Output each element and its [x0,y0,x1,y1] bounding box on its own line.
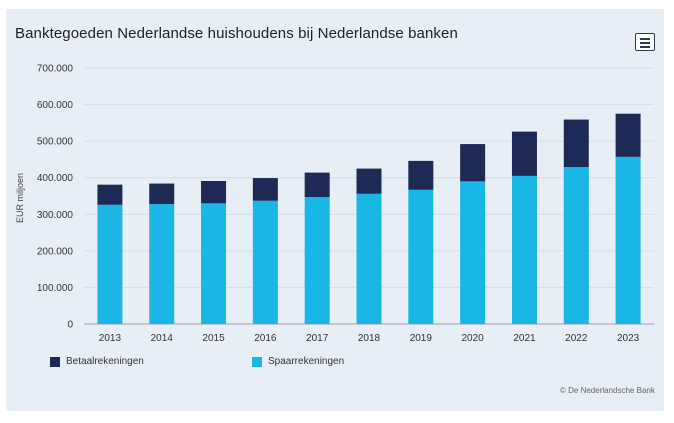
bar-spaarrekeningen-2022[interactable] [563,167,589,324]
bars [97,113,641,324]
y-tick-label: 200.000 [37,246,74,257]
hamburger-menu-icon-line [640,46,650,48]
x-axis-ticks: 2013 2014 2015 2016 2017 2018 2019 2020 2021 2022… [99,333,640,344]
bar-betaalrekeningen-2021[interactable] [511,131,537,176]
bar-spaarrekeningen-2020[interactable] [460,181,486,324]
bar-betaalrekeningen-2020[interactable] [460,144,486,182]
x-tick-label: 2017 [306,333,329,344]
bar-betaalrekeningen-2022[interactable] [563,119,589,168]
x-tick-label: 2018 [358,333,381,344]
hamburger-menu-icon [640,38,650,40]
bar-spaarrekeningen-2018[interactable] [356,193,382,324]
chart-title: Banktegoeden Nederlandse huishoudens bij… [15,25,458,42]
legend-label-betaalrekeningen: Betaalrekeningen [66,356,144,367]
x-tick-label: 2016 [254,333,277,344]
chart-menu-button[interactable] [635,33,655,51]
y-axis-label: EUR miljoen [15,173,25,223]
bar-spaarrekeningen-2013[interactable] [97,204,123,324]
bar-spaarrekeningen-2019[interactable] [408,189,434,324]
hamburger-menu-icon-line [640,42,650,44]
x-tick-label: 2021 [513,333,536,344]
legend-swatch-spaarrekeningen [252,356,262,367]
y-tick-label: 700.000 [37,64,74,75]
chart-credit: © De Nederlandsche Bank [560,386,655,395]
bar-spaarrekeningen-2015[interactable] [201,203,227,324]
x-tick-label: 2022 [565,333,588,344]
legend-item-betaalrekeningen[interactable]: Betaalrekeningen [50,356,144,367]
bar-betaalrekeningen-2013[interactable] [97,184,123,205]
bar-betaalrekeningen-2014[interactable] [149,183,175,205]
y-tick-label: 600.000 [37,100,74,111]
bar-spaarrekeningen-2016[interactable] [252,200,278,324]
y-tick-label: 500.000 [37,137,74,148]
x-tick-label: 2019 [410,333,433,344]
y-axis-ticks: 0 100.000 200.000 300.000 400.000 500.000 600.… [37,64,74,331]
bar-betaalrekeningen-2017[interactable] [304,172,330,198]
bar-spaarrekeningen-2023[interactable] [615,156,641,324]
bar-spaarrekeningen-2021[interactable] [511,175,537,324]
y-tick-label: 0 [67,320,73,331]
x-tick-label: 2015 [202,333,225,344]
bar-spaarrekeningen-2014[interactable] [149,204,175,324]
y-tick-label: 400.000 [37,173,74,184]
y-tick-label: 100.000 [37,283,74,294]
x-tick-label: 2013 [99,333,122,344]
x-tick-label: 2020 [462,333,485,344]
bar-betaalrekeningen-2018[interactable] [356,168,382,194]
legend-item-spaarrekeningen[interactable]: Spaarrekeningen [252,356,344,367]
y-tick-label: 300.000 [37,210,74,221]
x-tick-label: 2023 [617,333,640,344]
bar-betaalrekeningen-2023[interactable] [615,113,641,157]
bar-spaarrekeningen-2017[interactable] [304,197,330,324]
x-tick-label: 2014 [151,333,174,344]
legend-label-spaarrekeningen: Spaarrekeningen [268,356,345,367]
bar-betaalrekeningen-2019[interactable] [408,160,434,190]
legend-swatch-betaalrekeningen [50,356,60,367]
bar-betaalrekeningen-2016[interactable] [252,178,278,201]
bar-betaalrekeningen-2015[interactable] [201,181,227,204]
